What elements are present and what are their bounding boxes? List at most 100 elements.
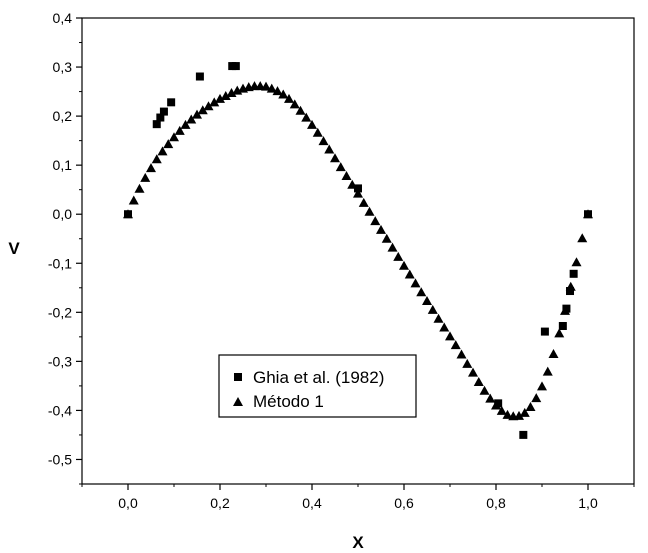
- legend-label-metodo-1: Método 1: [253, 392, 324, 411]
- y-tick-label: 0,1: [53, 157, 73, 173]
- metodo-1-point: [151, 154, 162, 164]
- metodo-1-point: [537, 381, 547, 391]
- metodo-1-point: [577, 233, 588, 243]
- x-tick-label: 0,2: [210, 495, 230, 511]
- metodo-1-point: [169, 132, 179, 142]
- metodo-1-point: [560, 305, 570, 315]
- ghia-point: [231, 62, 240, 71]
- y-axis: 0,4 0,3 0,2 0,1 0,0 -0,1 -0,2 -0,3 -0,4 -0,5: [48, 10, 82, 485]
- metodo-1-point: [381, 233, 392, 243]
- metodo-1-point: [358, 197, 369, 207]
- metodo-1-point: [220, 90, 231, 100]
- x-tick-label: 0,6: [394, 495, 414, 511]
- metodo-1-point: [445, 331, 455, 341]
- metodo-1-point: [519, 407, 530, 417]
- metodo-1-point: [266, 83, 277, 93]
- y-tick-label: -0,3: [48, 353, 72, 369]
- metodo-1-point: [134, 183, 145, 193]
- x-tick-label: 0,4: [302, 495, 322, 511]
- metodo-1-point: [301, 112, 312, 122]
- metodo-1-point: [364, 206, 375, 216]
- metodo-1-point: [174, 125, 185, 135]
- metodo-1-point: [278, 89, 289, 99]
- metodo-1-point: [209, 97, 220, 107]
- metodo-1-point: [462, 358, 473, 368]
- metodo-1-point: [542, 366, 553, 376]
- metodo-1-point: [473, 376, 484, 386]
- metodo-1-point: [496, 405, 507, 415]
- x-tick-label: 1,0: [578, 495, 598, 511]
- metodo-1-point: [272, 86, 283, 96]
- metodo-1-point: [341, 170, 352, 180]
- y-tick-label: 0,0: [53, 206, 73, 222]
- metodo-1-point: [468, 367, 478, 377]
- metodo-1-point: [146, 163, 156, 173]
- metodo-1-point: [347, 179, 358, 189]
- metodo-1-point: [163, 139, 174, 149]
- metodo-1-point: [531, 393, 542, 403]
- metodo-1-point: [353, 188, 363, 198]
- metodo-1-point: [387, 242, 398, 252]
- metodo-1-point: [284, 93, 294, 103]
- metodo-1-point: [548, 349, 559, 359]
- metodo-1-point: [215, 93, 225, 103]
- metodo-1-point: [479, 385, 490, 395]
- metodo-1-point: [312, 127, 323, 137]
- x-tick-label: 0,8: [486, 495, 506, 511]
- ghia-point: [494, 399, 503, 408]
- metodo-1-point: [554, 328, 565, 338]
- metodo-1-point: [261, 81, 271, 91]
- metodo-1-point: [571, 257, 582, 267]
- x-axis: 0,0 0,2 0,4 0,6 0,8 1,0: [81, 484, 635, 511]
- metodo-1-point: [439, 322, 450, 332]
- metodo-1-point: [192, 109, 202, 119]
- metodo-1-point: [514, 410, 524, 420]
- ghia-point: [195, 72, 204, 81]
- metodo-1-point: [485, 393, 496, 403]
- metodo-1-point: [289, 99, 300, 109]
- legend: Ghia et al. (1982) Método 1: [218, 354, 417, 418]
- ghia-point: [540, 327, 549, 336]
- ghia-point: [566, 287, 575, 296]
- metodo-1-point: [427, 304, 438, 314]
- metodo-1-point: [491, 400, 501, 410]
- metodo-1-point: [370, 216, 381, 226]
- legend-square-marker: [234, 373, 242, 381]
- series-metodo-1: [123, 81, 593, 421]
- ghia-point: [354, 184, 362, 193]
- metodo-1-point: [324, 144, 335, 154]
- y-tick-label: -0,2: [48, 304, 72, 320]
- metodo-1-point: [186, 114, 197, 124]
- ghia-point: [159, 107, 168, 116]
- y-tick-label: 0,2: [53, 108, 73, 124]
- y-tick-label: 0,4: [53, 10, 73, 26]
- legend-triangle-marker: [233, 397, 243, 406]
- metodo-1-point: [416, 287, 427, 297]
- metodo-1-point: [197, 105, 208, 115]
- metodo-1-point: [456, 349, 467, 359]
- metodo-1-point: [307, 119, 317, 129]
- y-tick-label: -0,4: [48, 402, 72, 418]
- y-tick-label: 0,3: [53, 59, 73, 75]
- metodo-1-point: [433, 313, 444, 323]
- metodo-1-point: [318, 136, 329, 146]
- metodo-1-point: [295, 105, 306, 115]
- metodo-1-point: [226, 88, 237, 98]
- metodo-1-point: [330, 153, 340, 163]
- metodo-1-point: [422, 296, 432, 306]
- y-tick-label: -0,5: [48, 451, 72, 467]
- ghia-point: [167, 98, 176, 107]
- ghia-point: [152, 120, 161, 129]
- ghia-point: [569, 269, 578, 278]
- y-axis-title: V: [8, 239, 20, 258]
- x-tick-label: 0,0: [118, 495, 138, 511]
- metodo-1-point: [157, 146, 168, 156]
- metodo-1-point: [335, 162, 346, 172]
- metodo-1-point: [180, 119, 191, 129]
- metodo-1-point: [393, 251, 404, 261]
- ghia-point: [558, 322, 567, 331]
- metodo-1-point: [376, 224, 386, 234]
- metodo-1-point: [404, 269, 415, 279]
- metodo-1-point: [450, 340, 461, 350]
